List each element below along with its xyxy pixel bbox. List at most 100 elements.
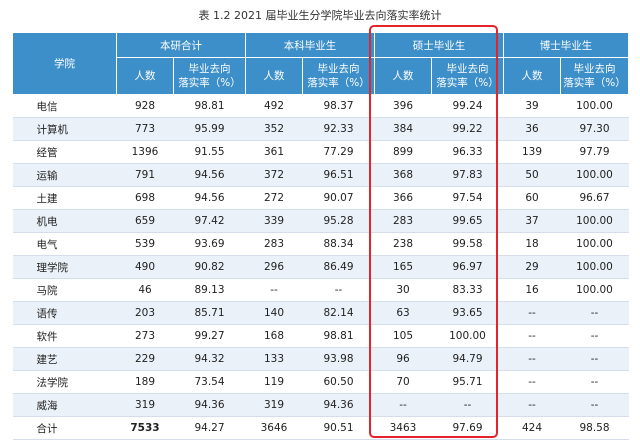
header-rate-line1: 毕业去向 [446, 63, 489, 75]
rate-cell: 92.33 [302, 117, 375, 141]
table-row: 电气 539 93.69 283 88.34 238 99.58 18 100.00 [12, 232, 629, 256]
count-cell: 424 [503, 416, 561, 440]
rate-cell: 97.69 [431, 416, 504, 440]
rate-cell: 97.83 [431, 163, 504, 187]
header-count: 人数 [503, 57, 561, 95]
count-cell: 133 [245, 347, 303, 371]
rate-cell: 100.00 [560, 94, 629, 118]
count-cell: 36 [503, 117, 561, 141]
header-rate: 毕业去向 落实率（%） [302, 57, 375, 95]
college-name-cell: 合计 [12, 416, 117, 440]
rate-cell: 99.27 [173, 324, 246, 348]
count-cell: 3463 [374, 416, 432, 440]
header-count: 人数 [374, 57, 432, 95]
rate-cell: 100.00 [431, 324, 504, 348]
college-name-cell: 计算机 [12, 117, 117, 141]
table-row: 机电 659 97.42 339 95.28 283 99.65 37 100.00 [12, 209, 629, 233]
count-cell: 29 [503, 255, 561, 279]
table-row: 运输 791 94.56 372 96.51 368 97.83 50 100.00 [12, 163, 629, 187]
count-cell: 272 [245, 186, 303, 210]
rate-cell: 98.81 [173, 94, 246, 118]
rate-cell: 97.42 [173, 209, 246, 233]
rate-cell: 85.71 [173, 301, 246, 325]
rate-cell: 100.00 [560, 163, 629, 187]
rate-cell: 93.98 [302, 347, 375, 371]
rate-cell: 96.33 [431, 140, 504, 164]
rate-cell: 99.24 [431, 94, 504, 118]
header-count: 人数 [245, 57, 303, 95]
count-cell: -- [503, 301, 561, 325]
college-name-cell: 马院 [12, 278, 117, 302]
rate-cell: 96.67 [560, 186, 629, 210]
table-row: 土建 698 94.56 272 90.07 366 97.54 60 96.67 [12, 186, 629, 210]
count-cell: 39 [503, 94, 561, 118]
count-cell: 16 [503, 278, 561, 302]
count-cell: -- [503, 347, 561, 371]
count-cell: 773 [116, 117, 174, 141]
college-name-cell: 经管 [12, 140, 117, 164]
college-name-cell: 电气 [12, 232, 117, 256]
rate-cell: -- [560, 324, 629, 348]
count-cell: 352 [245, 117, 303, 141]
count-cell: 168 [245, 324, 303, 348]
count-cell: 105 [374, 324, 432, 348]
rate-cell: 89.13 [173, 278, 246, 302]
count-cell: 189 [116, 370, 174, 394]
table-row: 马院 46 89.13 -- -- 30 83.33 16 100.00 [12, 278, 629, 302]
rate-cell: 91.55 [173, 140, 246, 164]
header-count: 人数 [116, 57, 174, 95]
count-cell: 339 [245, 209, 303, 233]
header-rate-line1: 毕业去向 [573, 63, 616, 75]
count-cell: 384 [374, 117, 432, 141]
count-cell: 139 [503, 140, 561, 164]
table-body: 电信 928 98.81 492 98.37 396 99.24 39 100.00 计算机 773… [12, 94, 629, 440]
header-college: 学院 [12, 32, 117, 95]
rate-cell: 90.82 [173, 255, 246, 279]
count-cell: 96 [374, 347, 432, 371]
header-rate: 毕业去向 落实率（%） [431, 57, 504, 95]
count-cell: 70 [374, 370, 432, 394]
count-cell: 396 [374, 94, 432, 118]
count-cell: 7533 [116, 416, 174, 440]
table-row: 法学院 189 73.54 119 60.50 70 95.71 -- -- [12, 370, 629, 394]
rate-cell: 99.58 [431, 232, 504, 256]
count-cell: 492 [245, 94, 303, 118]
table-row: 建艺 229 94.32 133 93.98 96 94.79 -- -- [12, 347, 629, 371]
rate-cell: 94.36 [173, 393, 246, 417]
count-cell: 296 [245, 255, 303, 279]
rate-cell: 98.37 [302, 94, 375, 118]
rate-cell: -- [302, 278, 375, 302]
count-cell: 37 [503, 209, 561, 233]
rate-cell: 94.32 [173, 347, 246, 371]
count-cell: -- [503, 324, 561, 348]
table-row: 合计 7533 94.27 3646 90.51 3463 97.69 424 98.58 [12, 416, 629, 440]
rate-cell: 83.33 [431, 278, 504, 302]
rate-cell: 97.30 [560, 117, 629, 141]
rate-cell: 99.22 [431, 117, 504, 141]
rate-cell: 94.56 [173, 186, 246, 210]
rate-cell: 98.58 [560, 416, 629, 440]
header-rate-line2: 落实率（%） [563, 77, 626, 89]
count-cell: -- [503, 370, 561, 394]
count-cell: 698 [116, 186, 174, 210]
header-group-doctor: 博士毕业生 [503, 32, 629, 58]
rate-cell: 77.29 [302, 140, 375, 164]
table-row: 语传 203 85.71 140 82.14 63 93.65 -- -- [12, 301, 629, 325]
header-group-master: 硕士毕业生 [374, 32, 504, 58]
rate-cell: 94.27 [173, 416, 246, 440]
count-cell: 319 [245, 393, 303, 417]
rate-cell: 96.97 [431, 255, 504, 279]
college-name-cell: 建艺 [12, 347, 117, 371]
college-name-cell: 威海 [12, 393, 117, 417]
header-rate-line1: 毕业去向 [188, 63, 231, 75]
college-name-cell: 土建 [12, 186, 117, 210]
count-cell: -- [245, 278, 303, 302]
rate-cell: -- [560, 347, 629, 371]
table-row: 经管 1396 91.55 361 77.29 899 96.33 139 97.79 [12, 140, 629, 164]
rate-cell: 93.69 [173, 232, 246, 256]
rate-cell: 97.54 [431, 186, 504, 210]
count-cell: 18 [503, 232, 561, 256]
count-cell: 140 [245, 301, 303, 325]
rate-cell: 94.79 [431, 347, 504, 371]
rate-cell: 93.65 [431, 301, 504, 325]
